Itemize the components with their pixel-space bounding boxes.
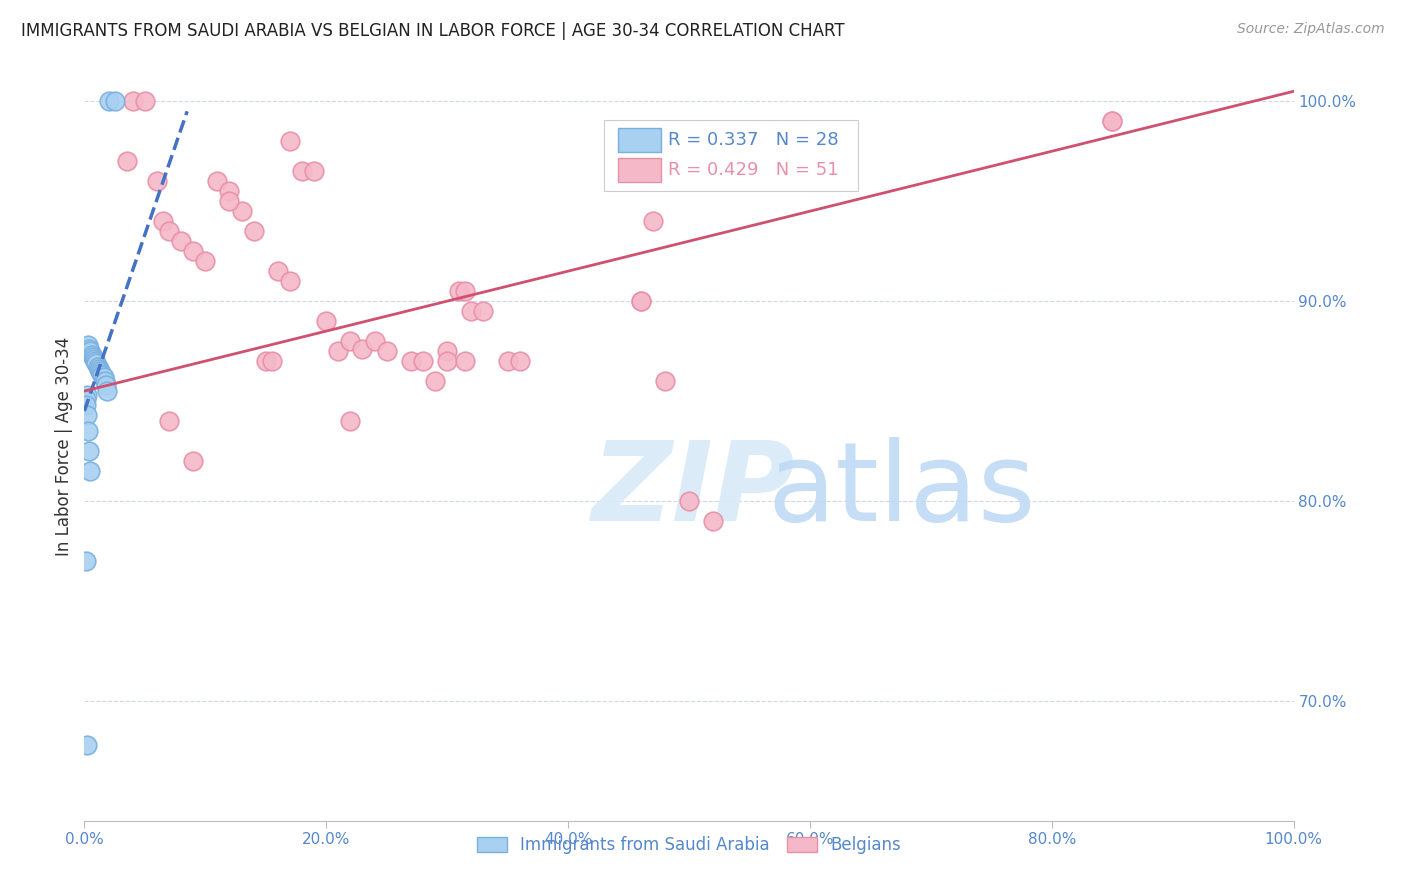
Point xyxy=(75,392,97,406)
Point xyxy=(630,294,652,309)
FancyBboxPatch shape xyxy=(605,120,858,191)
Text: Source: ZipAtlas.com: Source: ZipAtlas.com xyxy=(1237,22,1385,37)
Point xyxy=(267,264,290,278)
Text: ZIP: ZIP xyxy=(592,437,796,544)
Point xyxy=(449,284,471,298)
Point xyxy=(678,494,700,508)
Point xyxy=(460,304,482,318)
Point xyxy=(339,414,361,428)
Point xyxy=(97,95,120,109)
Point xyxy=(509,354,531,368)
Point xyxy=(146,174,169,188)
Point xyxy=(76,408,98,422)
Point xyxy=(641,214,664,228)
Point xyxy=(75,398,97,412)
Legend: Immigrants from Saudi Arabia, Belgians: Immigrants from Saudi Arabia, Belgians xyxy=(471,830,907,861)
Point xyxy=(328,344,350,359)
Point xyxy=(181,454,204,468)
Point xyxy=(90,366,112,380)
Point xyxy=(96,384,118,398)
Point xyxy=(412,354,434,368)
Point xyxy=(242,224,264,238)
Point xyxy=(375,344,398,359)
Point xyxy=(115,154,138,169)
Point xyxy=(87,362,110,376)
Point xyxy=(231,204,253,219)
Point xyxy=(93,370,115,384)
Point xyxy=(89,364,111,378)
Point xyxy=(496,354,519,368)
Point xyxy=(157,224,180,238)
Point xyxy=(83,352,105,367)
Point xyxy=(82,350,104,364)
Point xyxy=(152,214,174,228)
Point xyxy=(654,374,676,388)
Point xyxy=(76,738,98,752)
Point xyxy=(75,554,97,568)
Point xyxy=(630,294,652,309)
Point xyxy=(363,334,385,348)
Point xyxy=(678,164,700,178)
Point xyxy=(352,342,374,356)
Text: IMMIGRANTS FROM SAUDI ARABIA VS BELGIAN IN LABOR FORCE | AGE 30-34 CORRELATION C: IMMIGRANTS FROM SAUDI ARABIA VS BELGIAN … xyxy=(21,22,845,40)
Point xyxy=(436,354,458,368)
Point xyxy=(423,374,446,388)
Point xyxy=(91,368,114,382)
Text: atlas: atlas xyxy=(768,437,1036,544)
Point xyxy=(84,354,107,368)
Point xyxy=(218,184,240,198)
Point xyxy=(79,464,101,478)
Point xyxy=(291,164,314,178)
Point xyxy=(218,194,240,209)
Point xyxy=(77,338,100,352)
Point xyxy=(86,360,108,375)
Point xyxy=(77,444,100,458)
Point xyxy=(454,284,477,298)
Point xyxy=(121,95,143,109)
Point xyxy=(79,344,101,359)
FancyBboxPatch shape xyxy=(617,158,661,182)
FancyBboxPatch shape xyxy=(617,128,661,153)
Point xyxy=(254,354,277,368)
Point xyxy=(194,254,217,268)
Point xyxy=(339,334,361,348)
Point xyxy=(260,354,283,368)
Text: R = 0.337   N = 28: R = 0.337 N = 28 xyxy=(668,131,839,149)
Point xyxy=(181,244,204,259)
Point xyxy=(104,95,127,109)
Point xyxy=(302,164,325,178)
Point xyxy=(1101,114,1123,128)
Point xyxy=(94,378,117,392)
Point xyxy=(399,354,422,368)
Point xyxy=(472,304,495,318)
Point xyxy=(77,424,100,438)
Point xyxy=(436,344,458,359)
Y-axis label: In Labor Force | Age 30-34: In Labor Force | Age 30-34 xyxy=(55,336,73,556)
Point xyxy=(86,356,108,370)
Point xyxy=(278,274,301,288)
Point xyxy=(94,374,117,388)
Text: R = 0.429   N = 51: R = 0.429 N = 51 xyxy=(668,161,839,179)
Point xyxy=(454,354,477,368)
Point xyxy=(702,514,724,528)
Point xyxy=(76,388,98,402)
Point xyxy=(170,234,193,248)
Point xyxy=(80,348,103,362)
Point xyxy=(157,414,180,428)
Point xyxy=(278,134,301,148)
Point xyxy=(207,174,229,188)
Point xyxy=(315,314,337,328)
Point xyxy=(134,95,156,109)
Point xyxy=(77,342,100,356)
Point xyxy=(1101,114,1123,128)
